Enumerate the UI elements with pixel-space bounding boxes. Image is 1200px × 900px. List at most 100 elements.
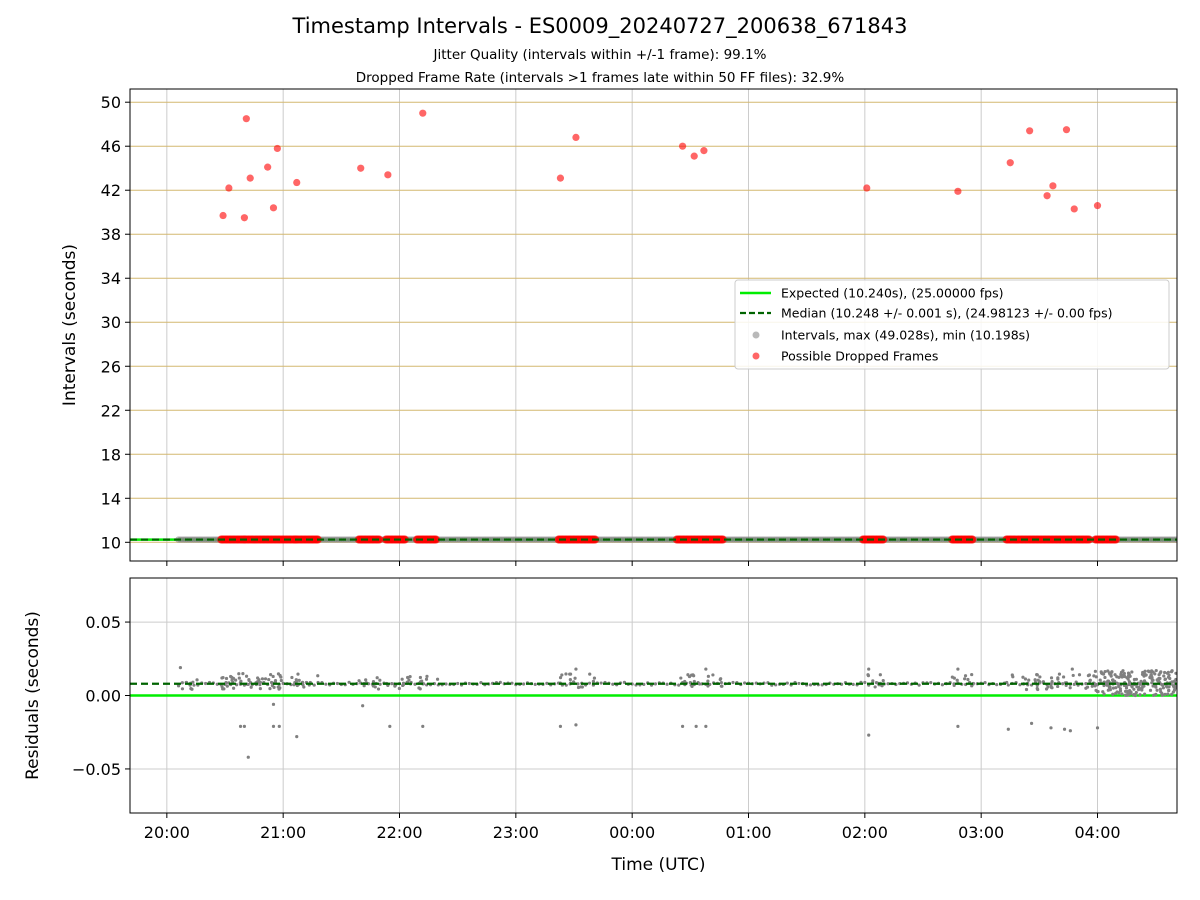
residual-point xyxy=(1111,692,1115,696)
residual-point xyxy=(1120,673,1125,678)
residual-point xyxy=(1111,686,1115,690)
residual-point xyxy=(1057,672,1062,676)
residual-point xyxy=(694,724,698,728)
residual-point xyxy=(1144,673,1148,677)
residual-point xyxy=(378,678,382,682)
residual-point xyxy=(592,676,597,680)
residual-point xyxy=(238,724,243,728)
residual-point xyxy=(1128,674,1132,678)
residual-point xyxy=(1126,689,1130,694)
residual-point xyxy=(1098,678,1102,682)
residual-point xyxy=(1166,670,1170,674)
residual-point xyxy=(718,677,722,682)
residual-point xyxy=(424,677,429,681)
dropped-frame-point xyxy=(357,164,365,172)
residual-point xyxy=(1174,686,1177,690)
residual-point xyxy=(1033,678,1037,682)
residual-point xyxy=(820,683,824,687)
residual-point xyxy=(679,676,683,680)
residual-point xyxy=(279,678,283,683)
residual-point xyxy=(510,681,514,685)
bottom-xtick-label: 01:00 xyxy=(725,823,771,842)
residual-point xyxy=(1134,690,1138,695)
residual-point xyxy=(867,733,871,737)
residual-point xyxy=(263,677,268,681)
residual-point xyxy=(1071,673,1075,678)
residual-point xyxy=(1150,669,1154,673)
residual-point xyxy=(1123,693,1128,697)
dropped-frame-point xyxy=(400,535,409,544)
residual-point xyxy=(704,724,708,728)
residual-point xyxy=(1077,673,1082,677)
residual-point xyxy=(1122,671,1126,676)
residual-point xyxy=(225,684,229,688)
residual-point xyxy=(220,684,224,689)
top-ytick-label: 14 xyxy=(101,489,121,508)
residual-point xyxy=(357,679,361,683)
residual-point xyxy=(1138,693,1142,697)
residual-point xyxy=(574,723,578,727)
residual-point xyxy=(873,685,877,689)
residual-point xyxy=(224,676,229,681)
residual-point xyxy=(388,724,392,728)
residual-point xyxy=(180,681,184,685)
residual-point xyxy=(302,685,306,689)
residual-point xyxy=(963,674,968,678)
residual-point xyxy=(719,681,723,685)
residual-point xyxy=(418,675,423,680)
residual-point xyxy=(1093,684,1097,688)
residual-point xyxy=(277,724,281,728)
residual-point xyxy=(413,682,417,686)
top-ytick-label: 46 xyxy=(101,137,121,156)
residual-point xyxy=(576,682,580,686)
residual-point xyxy=(1095,726,1100,730)
chart-subtitle-dropped: Dropped Frame Rate (intervals >1 frames … xyxy=(355,70,845,86)
residual-point xyxy=(966,677,970,682)
residual-point xyxy=(1151,684,1156,688)
residual-point xyxy=(564,672,568,676)
residual-point xyxy=(1114,686,1118,690)
legend-swatch-dropped xyxy=(752,352,760,360)
residual-point xyxy=(191,680,195,684)
legend-label-dropped: Possible Dropped Frames xyxy=(781,349,938,364)
top-axes-frame xyxy=(129,88,1178,562)
residual-point xyxy=(1049,676,1054,680)
residual-point xyxy=(1062,727,1067,731)
residual-point xyxy=(204,681,208,686)
bottom-xtick-label: 23:00 xyxy=(493,823,539,842)
residual-point xyxy=(1158,671,1162,675)
residual-point xyxy=(294,678,298,682)
dropped-frame-point xyxy=(863,184,871,192)
residual-point xyxy=(867,667,871,671)
residual-point xyxy=(983,680,987,685)
residual-point xyxy=(1103,669,1107,674)
legend-label-expected: Expected (10.240s), (25.00000 fps) xyxy=(781,286,1003,301)
residual-point xyxy=(371,680,376,684)
residual-point xyxy=(1100,672,1104,676)
dropped-frame-point xyxy=(375,535,384,544)
dropped-frame-point xyxy=(264,163,272,171)
residual-point xyxy=(1141,670,1145,675)
residual-point xyxy=(376,687,381,691)
residual-point xyxy=(1166,692,1170,696)
residual-point xyxy=(591,679,596,683)
residual-point xyxy=(963,677,967,681)
residual-point xyxy=(1169,670,1174,674)
dropped-frame-point xyxy=(1006,159,1014,167)
top-ytick-label: 18 xyxy=(101,445,121,464)
top-ylabel: Intervals (seconds) xyxy=(60,244,80,406)
residual-point xyxy=(1094,675,1098,679)
residual-point xyxy=(1117,675,1121,679)
residual-point xyxy=(242,724,246,728)
residual-point xyxy=(1056,684,1060,689)
residual-point xyxy=(1162,674,1166,678)
residual-point xyxy=(866,673,871,678)
residual-point xyxy=(224,681,228,685)
residual-point xyxy=(378,682,382,686)
residual-point xyxy=(731,680,735,685)
residual-point xyxy=(704,667,708,671)
residual-point xyxy=(1049,685,1054,690)
residual-point xyxy=(706,679,710,683)
top-ytick-label: 26 xyxy=(101,357,121,376)
residual-point xyxy=(1130,685,1134,689)
